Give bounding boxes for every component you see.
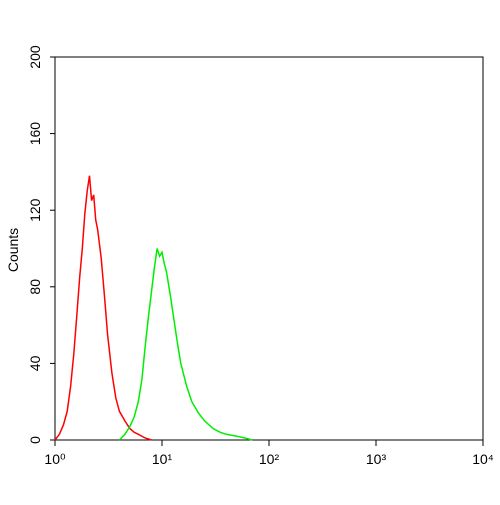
y-tick-label: 120 <box>27 198 43 222</box>
series-line <box>118 248 253 441</box>
y-tick-label: 80 <box>27 279 43 295</box>
y-tick-label: 200 <box>27 45 43 69</box>
y-axis-label: Counts <box>5 228 21 272</box>
y-tick-label: 160 <box>27 122 43 146</box>
x-tick-label: 10¹ <box>152 451 173 467</box>
series-line <box>54 175 152 441</box>
x-tick-label: 10³ <box>366 451 387 467</box>
x-tick-label: 10⁰ <box>44 451 66 467</box>
y-tick-label: 40 <box>27 355 43 371</box>
x-tick-label: 10² <box>259 451 280 467</box>
x-tick-label: 10⁴ <box>472 451 494 467</box>
plot-frame <box>54 56 484 441</box>
y-tick-label: 0 <box>27 436 43 444</box>
